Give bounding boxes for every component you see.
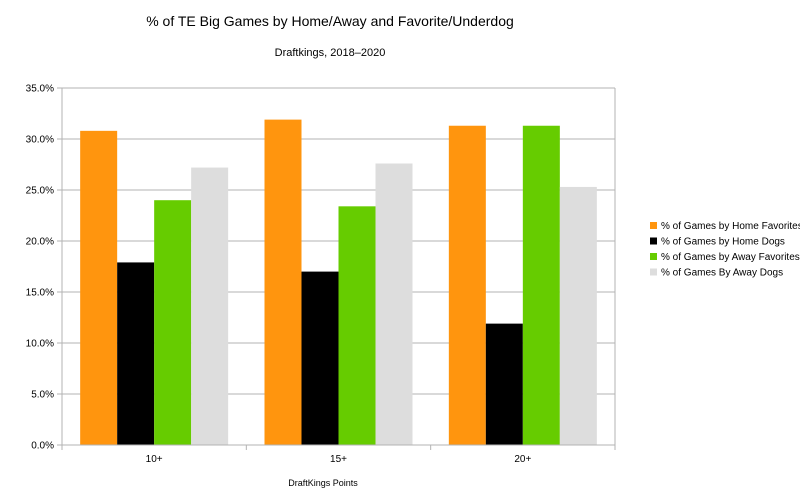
x-tick-label: 15+ <box>330 454 347 465</box>
x-axis-label: DraftKings Points <box>288 478 358 488</box>
bar <box>80 130 118 445</box>
legend-swatch <box>650 253 657 260</box>
legend-swatch <box>650 268 657 276</box>
legend-label: % of Games by Home Dogs <box>661 237 785 248</box>
legend-swatch <box>650 222 657 229</box>
tick-labels: 0.0% 5.0% 10.0% 15.0% 20.0% 25.0% 30.0% 35.0% 10… <box>26 84 532 466</box>
bar <box>264 119 302 446</box>
axes <box>57 87 616 450</box>
y-tick-label: 25.0% <box>26 186 54 197</box>
bar <box>559 186 597 445</box>
legend-label: % of Games by Away Favorites <box>661 252 800 263</box>
bar <box>485 323 523 445</box>
y-tick-label: 15.0% <box>26 288 54 299</box>
bar <box>154 200 192 445</box>
y-tick-label: 10.0% <box>26 339 54 350</box>
bar <box>191 167 229 445</box>
y-tick-label: 35.0% <box>26 84 54 95</box>
y-tick-label: 0.0% <box>31 441 54 452</box>
bar <box>522 125 560 446</box>
bar <box>301 271 339 445</box>
bars <box>80 119 597 446</box>
chart-title: % of TE Big Games by Home/Away and Favor… <box>146 13 514 29</box>
y-tick-label: 5.0% <box>31 390 54 401</box>
legend-label: % of Games By Away Dogs <box>661 268 783 279</box>
y-tick-label: 20.0% <box>26 237 54 248</box>
x-tick-label: 20+ <box>514 454 531 465</box>
legend-label: % of Games by Home Favorites <box>661 221 800 232</box>
bar <box>448 125 486 446</box>
legend: % of Games by Home Favorites % of Games b… <box>650 221 800 279</box>
bar <box>375 163 413 446</box>
legend-swatch <box>650 237 657 245</box>
x-tick-label: 10+ <box>146 454 163 465</box>
chart-subtitle: Draftkings, 2018–2020 <box>275 47 386 59</box>
bar <box>117 262 155 445</box>
bar <box>338 206 376 445</box>
y-tick-label: 30.0% <box>26 135 54 146</box>
